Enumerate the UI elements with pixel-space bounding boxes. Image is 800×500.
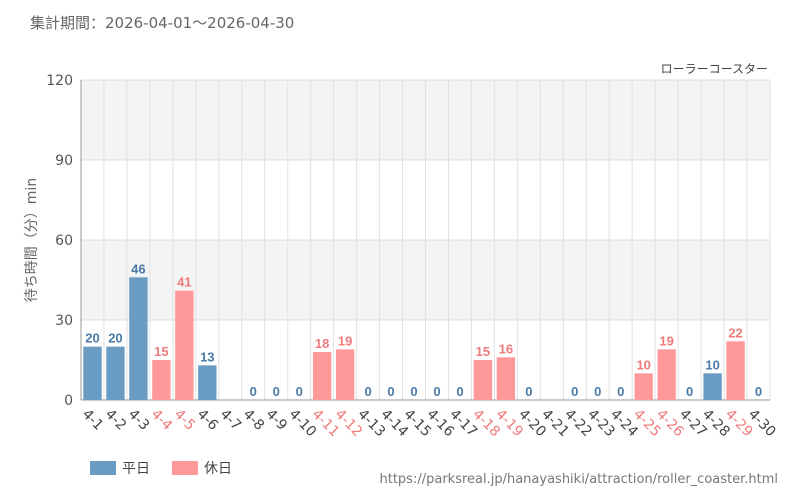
bar-value-label: 0 xyxy=(364,384,371,399)
bar xyxy=(129,277,148,400)
legend-swatch-holiday xyxy=(172,461,198,475)
bar-value-label: 0 xyxy=(456,384,463,399)
bar xyxy=(657,349,676,400)
bar-value-label: 0 xyxy=(273,384,280,399)
bar-value-label: 20 xyxy=(108,331,122,346)
bar-value-label: 10 xyxy=(636,357,650,372)
bar-value-label: 19 xyxy=(659,333,673,348)
bar xyxy=(152,360,171,400)
x-tick-label: 4-2 xyxy=(102,406,129,433)
bar-value-label: 0 xyxy=(410,384,417,399)
bar xyxy=(496,357,516,400)
x-tick-label: 4-4 xyxy=(148,406,176,434)
bar-value-label: 22 xyxy=(728,325,742,340)
period-label: 集計期間：2026-04-01～2026-04-30 xyxy=(30,14,295,32)
y-tick-label: 90 xyxy=(55,153,73,169)
bar-value-label: 41 xyxy=(177,275,191,290)
legend-label-weekday: 平日 xyxy=(122,461,150,477)
bar-value-label: 0 xyxy=(686,384,693,399)
bar-value-label: 20 xyxy=(85,331,99,346)
bar xyxy=(335,349,355,400)
y-axis-label: 待ち時間（分）min xyxy=(24,178,40,302)
bar-value-label: 16 xyxy=(499,341,513,356)
bar-value-label: 0 xyxy=(250,384,257,399)
x-tick-label: 4-9 xyxy=(263,406,290,433)
bar xyxy=(726,341,745,400)
legend-label-holiday: 休日 xyxy=(204,461,232,477)
y-tick-label: 60 xyxy=(55,233,73,249)
x-tick-label: 4-7 xyxy=(217,406,244,433)
y-tick-label: 0 xyxy=(64,393,73,409)
bar-value-label: 0 xyxy=(525,384,532,399)
bar xyxy=(634,373,653,400)
x-tick-label: 4-8 xyxy=(240,406,267,433)
x-tick-label: 4-6 xyxy=(194,406,222,434)
bar-value-label: 18 xyxy=(315,336,329,351)
legend-item-holiday: 休日 xyxy=(172,458,232,478)
bar-value-label: 46 xyxy=(131,261,145,276)
x-tick-label: 4-3 xyxy=(125,406,152,433)
y-tick-label: 30 xyxy=(55,313,73,329)
bar-value-label: 0 xyxy=(387,384,394,399)
bar-value-label: 0 xyxy=(755,384,762,399)
bar xyxy=(703,373,722,400)
x-tick-label: 4-1 xyxy=(79,406,106,433)
bar xyxy=(83,346,102,400)
bar-value-label: 15 xyxy=(476,344,490,359)
bar-value-label: 0 xyxy=(617,384,624,399)
bar xyxy=(106,346,125,400)
bar xyxy=(473,360,493,400)
bar-value-label: 0 xyxy=(296,384,303,399)
chart-legend: 平日 休日 xyxy=(90,458,254,478)
bar xyxy=(198,365,217,400)
legend-swatch-weekday xyxy=(90,461,116,475)
bar-value-label: 0 xyxy=(571,384,578,399)
bar xyxy=(312,352,332,400)
y-tick-label: 120 xyxy=(46,73,73,89)
bar-value-label: 10 xyxy=(705,357,719,372)
bar-value-label: 13 xyxy=(200,349,214,364)
bar-value-label: 0 xyxy=(594,384,601,399)
bar-value-label: 0 xyxy=(433,384,440,399)
attraction-name: ローラーコースター xyxy=(661,62,768,76)
source-url[interactable]: https://parksreal.jp/hanayashiki/attract… xyxy=(379,472,779,487)
bar-value-label: 15 xyxy=(154,344,168,359)
legend-item-weekday: 平日 xyxy=(90,458,150,478)
bar xyxy=(175,290,194,400)
bar-value-label: 19 xyxy=(338,333,352,348)
x-tick-label: 4-5 xyxy=(171,406,198,433)
